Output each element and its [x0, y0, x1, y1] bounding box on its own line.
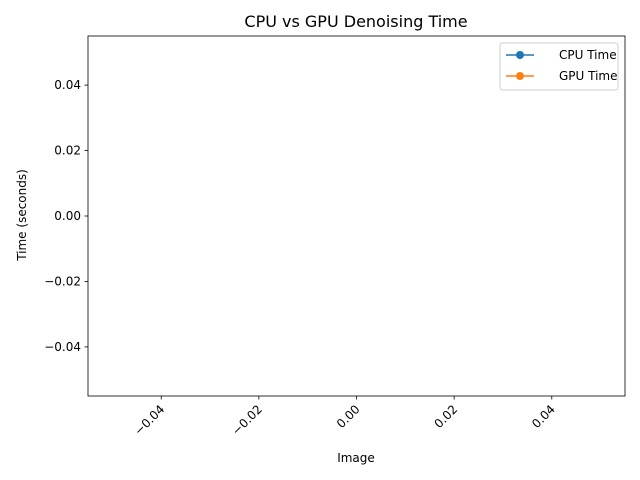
legend-entry: CPU Time — [506, 48, 617, 62]
y-tick-label: 0.02 — [54, 144, 81, 158]
legend-entry: GPU Time — [506, 69, 618, 83]
y-axis-label: Time (seconds) — [15, 169, 29, 262]
x-axis-label: Image — [337, 451, 375, 465]
chart-title: CPU vs GPU Denoising Time — [244, 12, 467, 31]
y-tick-label: −0.02 — [44, 274, 81, 288]
y-axis-ticks: 0.04 0.02 0.00 −0.02 −0.04 — [44, 78, 88, 354]
y-tick-label: −0.04 — [44, 340, 81, 354]
legend-label: GPU Time — [559, 69, 618, 83]
legend-marker — [516, 51, 524, 59]
y-tick-label: 0.00 — [54, 209, 81, 223]
y-tick-label: 0.04 — [54, 78, 81, 92]
legend: CPU Time GPU Time — [499, 42, 619, 91]
legend-label: CPU Time — [559, 48, 617, 62]
legend-marker — [516, 72, 524, 80]
